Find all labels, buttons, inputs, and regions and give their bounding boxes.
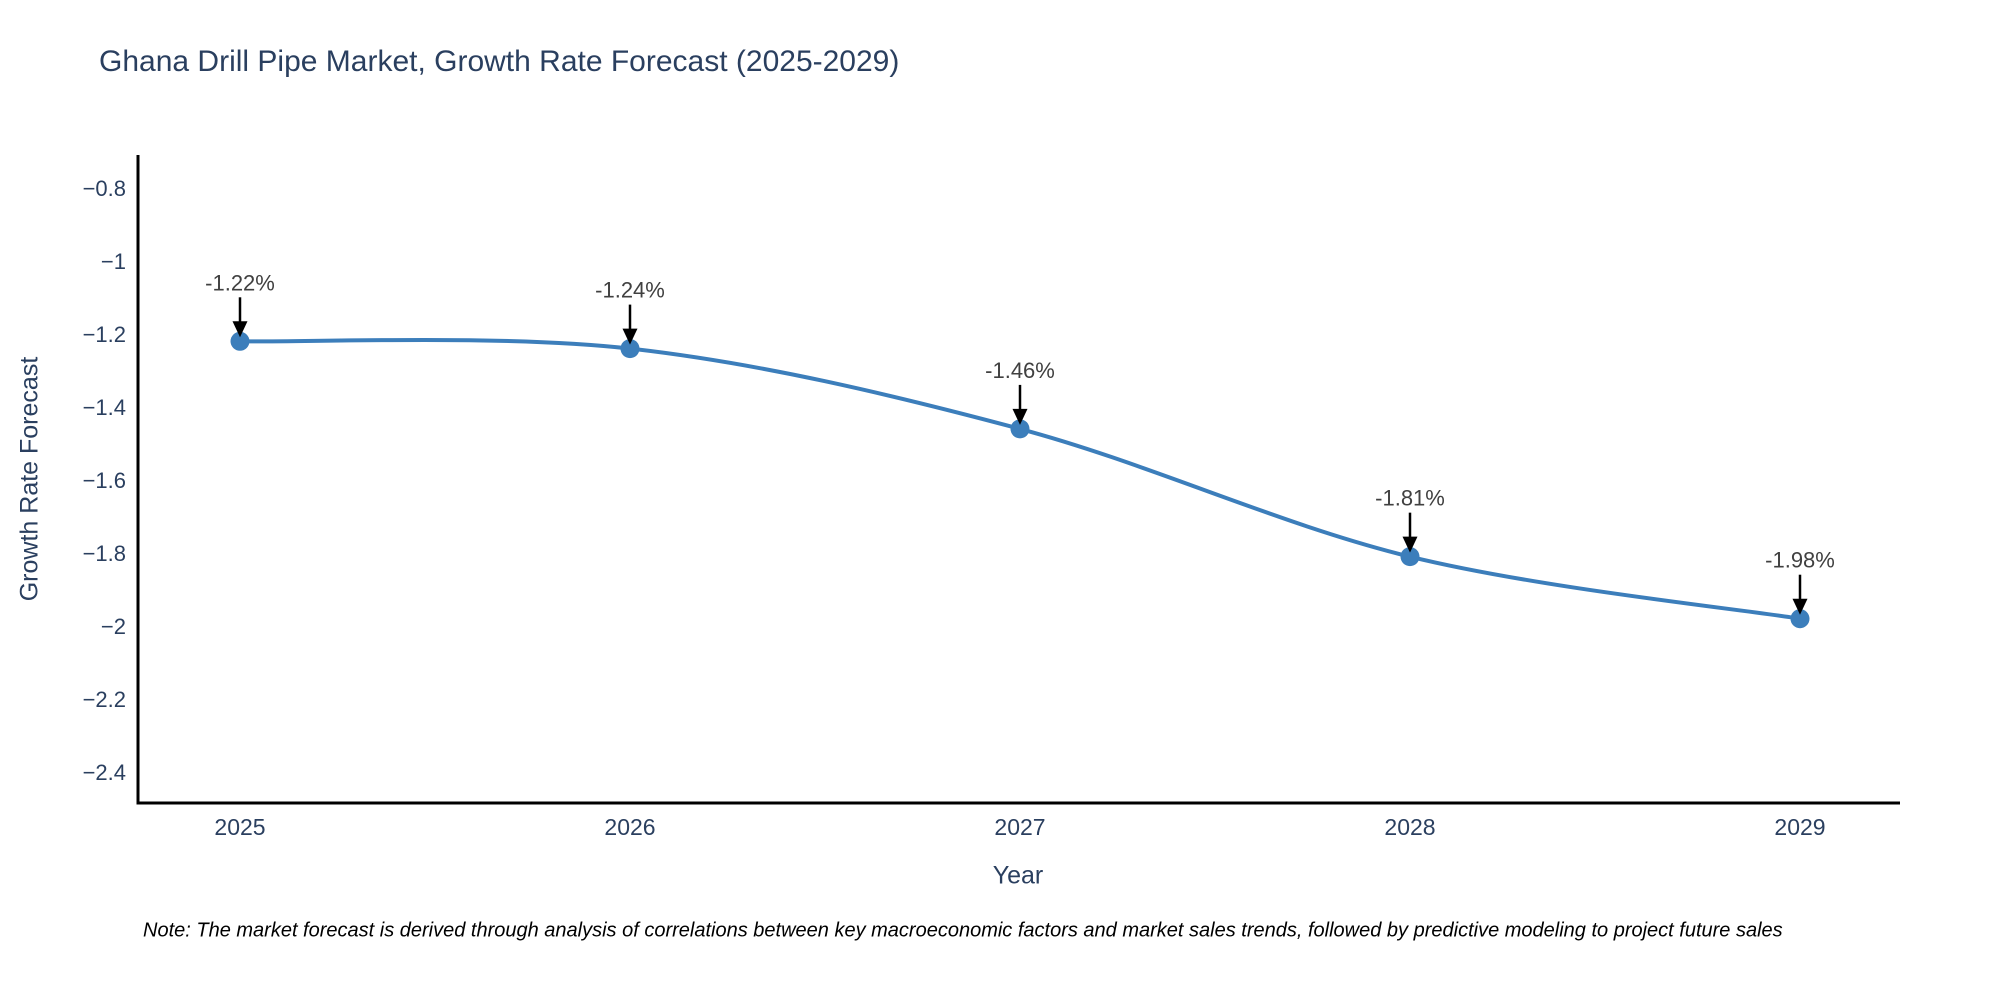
y-tick-label: −2 [101,614,126,639]
data-point-2028 [1400,547,1420,567]
y-tick-label: −1.6 [83,468,126,493]
x-tick-label: 2025 [214,814,265,840]
annotation-arrowhead [1792,598,1808,615]
x-axis-title: Year [992,861,1044,890]
y-tick-label: −0.8 [83,176,126,201]
y-tick-label: −1.4 [83,395,126,420]
annotation-arrowhead [1402,536,1418,553]
x-tick-label: 2026 [604,814,655,840]
annotation-arrowhead [232,321,248,338]
data-point-2025 [230,331,250,351]
data-point-2027 [1010,419,1030,439]
data-point-2029 [1790,609,1810,629]
y-tick-label: −1.2 [83,322,126,347]
footnote: Note: The market forecast is derived thr… [143,919,1783,942]
annotation-label: -1.24% [595,278,665,303]
x-tick-label: 2029 [1774,814,1825,840]
x-tick-label: 2027 [994,814,1045,840]
x-tick-label: 2028 [1384,814,1435,840]
data-point-2026 [620,339,640,359]
annotation-label: -1.46% [985,358,1055,383]
chart-title: Ghana Drill Pipe Market, Growth Rate For… [99,45,900,78]
annotation-label: -1.98% [1765,548,1835,573]
annotation-label: -1.81% [1375,486,1445,511]
y-tick-label: −2.4 [83,760,126,785]
annotation-arrowhead [622,328,638,345]
y-tick-label: −2.2 [83,687,126,712]
annotation-label: -1.22% [205,270,275,295]
y-tick-label: −1 [101,249,126,274]
annotation-arrowhead [1012,408,1028,425]
y-tick-label: −1.8 [83,541,126,566]
y-axis-title: Growth Rate Forecast [15,356,44,602]
